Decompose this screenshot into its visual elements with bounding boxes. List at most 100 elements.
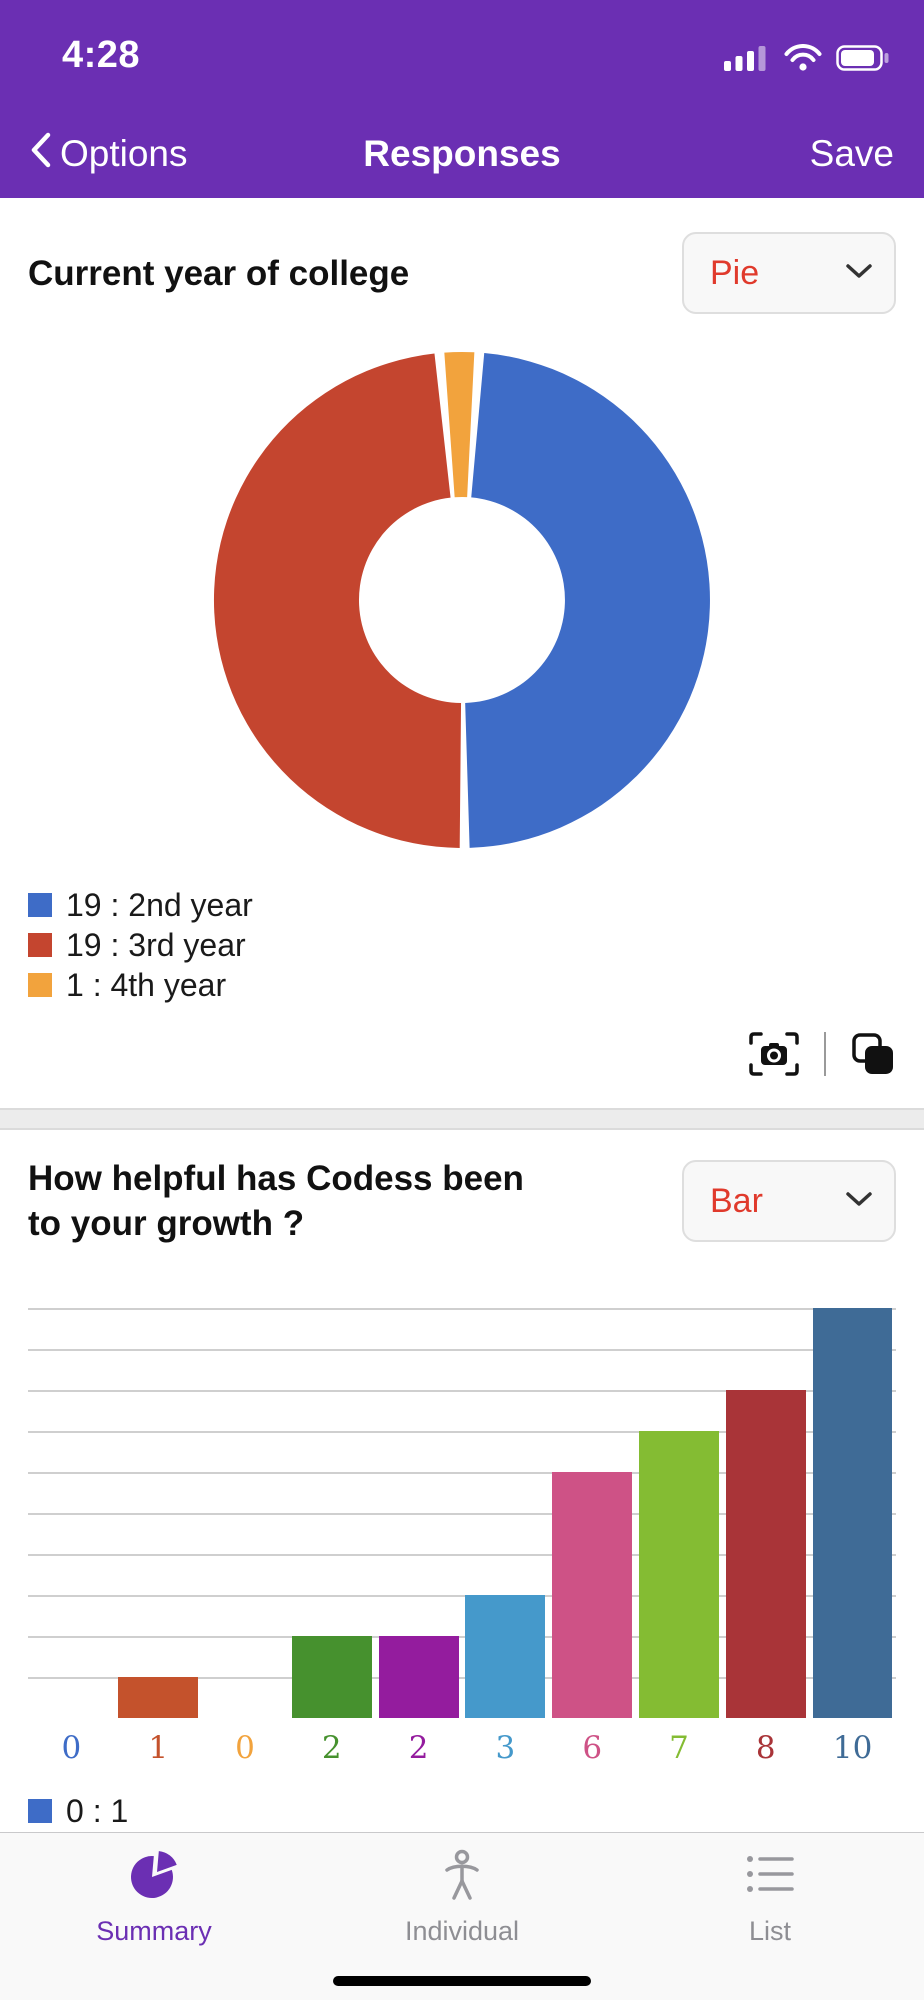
chart-type-value: Bar xyxy=(710,1181,763,1220)
bar-slot xyxy=(28,1308,115,1718)
bar xyxy=(725,1390,806,1718)
donut-slice-4th-year xyxy=(444,352,475,498)
question1-title: Current year of college xyxy=(28,253,410,293)
x-axis-label: 0 xyxy=(61,1730,82,1766)
gridline xyxy=(28,1431,896,1433)
legend-item: 1 : 4th year xyxy=(28,966,896,1004)
x-axis-label: 0 xyxy=(235,1730,255,1766)
legend-swatch xyxy=(28,933,52,957)
tab-individual[interactable]: Individual xyxy=(308,1847,616,1947)
x-axis-label: 6 xyxy=(582,1730,603,1766)
x-axis-labels: 0 1 0 2 2 3 6 7 8 10 xyxy=(28,1730,896,1766)
chevron-down-icon xyxy=(846,263,872,283)
bar-chart xyxy=(28,1308,896,1718)
bar xyxy=(639,1431,719,1718)
bar-slot xyxy=(202,1308,289,1718)
page-title: Responses xyxy=(363,133,561,174)
legend-swatch xyxy=(28,1799,52,1823)
chevron-left-icon xyxy=(30,132,52,177)
tab-summary[interactable]: Summary xyxy=(0,1847,308,1947)
legend-item: 19 : 2nd year xyxy=(28,886,896,924)
x-axis-label: 1 xyxy=(148,1730,169,1766)
screenshot-button[interactable] xyxy=(748,1031,800,1077)
x-axis-label: 3 xyxy=(495,1730,516,1766)
gridline xyxy=(28,1308,896,1310)
bar xyxy=(378,1636,459,1718)
tab-label: Individual xyxy=(404,1916,520,1946)
chart-actions xyxy=(28,1028,896,1080)
section-divider xyxy=(0,1108,924,1130)
bar xyxy=(118,1677,199,1718)
legend-label: 19 : 2nd year xyxy=(66,887,253,923)
bar-slot xyxy=(462,1308,549,1718)
chevron-down-icon xyxy=(846,1191,872,1211)
question-card-2: How helpful has Codess been to your grow… xyxy=(28,1156,896,1830)
bar-slot xyxy=(288,1308,375,1718)
donut-slice-3rd-year xyxy=(213,353,462,848)
x-axis-label: 7 xyxy=(669,1730,689,1766)
bar-slot xyxy=(375,1308,462,1718)
legend-item: 19 : 3rd year xyxy=(28,926,896,964)
actions-divider xyxy=(824,1032,826,1076)
chart-type-value: Pie xyxy=(710,253,760,292)
bar-slot xyxy=(722,1308,809,1718)
gridline xyxy=(28,1472,896,1474)
copy-chart-button[interactable] xyxy=(850,1031,896,1077)
copy-icon xyxy=(852,1033,893,1074)
gridline xyxy=(28,1349,896,1351)
donut-slice-2nd-year xyxy=(465,353,710,848)
x-axis-label: 8 xyxy=(755,1730,776,1766)
tab-label: List xyxy=(748,1916,792,1946)
chart-type-select-bar[interactable]: Bar xyxy=(682,1160,896,1242)
person-icon xyxy=(434,1847,490,1908)
legend-label: 19 : 3rd year xyxy=(66,927,246,963)
back-button-label: Options xyxy=(60,133,188,174)
nav-bar: Options Responses Save xyxy=(0,110,924,198)
wifi-icon xyxy=(784,43,822,77)
pie-legend: 19 : 2nd year 19 : 3rd year 1 : 4th year xyxy=(28,886,896,1004)
bar-slot xyxy=(549,1308,636,1718)
x-axis-label: 10 xyxy=(832,1730,873,1766)
tab-label: Summary xyxy=(96,1916,212,1946)
bar-slot xyxy=(809,1308,896,1718)
gridline xyxy=(28,1595,896,1597)
status-bar: 4:28 xyxy=(0,0,924,110)
save-button[interactable]: Save xyxy=(809,133,894,174)
legend-swatch xyxy=(28,893,52,917)
bars xyxy=(28,1308,896,1718)
cellular-signal-icon xyxy=(724,42,770,79)
battery-icon xyxy=(836,45,890,76)
content: Current year of college Pie 19 : 2nd yea… xyxy=(0,232,924,1830)
donut-chart xyxy=(28,350,896,850)
tab-list[interactable]: List xyxy=(616,1847,924,1947)
bar xyxy=(812,1308,893,1718)
tab-bar: Summary Individual xyxy=(0,1832,924,2000)
home-indicator[interactable] xyxy=(333,1976,591,1986)
status-time: 4:28 xyxy=(62,34,141,76)
gridline xyxy=(28,1390,896,1392)
bar-slot xyxy=(636,1308,723,1718)
header-block: 4:28 xyxy=(0,0,924,198)
status-icons xyxy=(724,42,890,79)
legend-label: 1 : 4th year xyxy=(66,967,227,1003)
chart-type-select-pie[interactable]: Pie xyxy=(682,232,896,314)
list-icon xyxy=(742,1847,798,1908)
back-button[interactable]: Options xyxy=(30,132,188,177)
legend-swatch xyxy=(28,973,52,997)
legend-item: 0 : 1 xyxy=(28,1792,896,1830)
question-card-1: Current year of college Pie 19 : 2nd yea… xyxy=(28,232,896,1080)
camera-screenshot-icon xyxy=(749,1032,799,1076)
x-axis-label: 2 xyxy=(408,1730,429,1766)
pie-chart-icon xyxy=(126,1847,182,1908)
bar xyxy=(291,1636,372,1718)
bar-legend: 0 : 1 xyxy=(28,1792,896,1830)
gridline xyxy=(28,1513,896,1515)
gridline xyxy=(28,1636,896,1638)
donut-chart-svg xyxy=(213,352,710,848)
bar xyxy=(552,1472,633,1718)
gridline xyxy=(28,1677,896,1679)
bar xyxy=(465,1595,546,1718)
x-axis-label: 2 xyxy=(321,1730,342,1766)
question2-title: How helpful has Codess been to your grow… xyxy=(28,1159,524,1243)
